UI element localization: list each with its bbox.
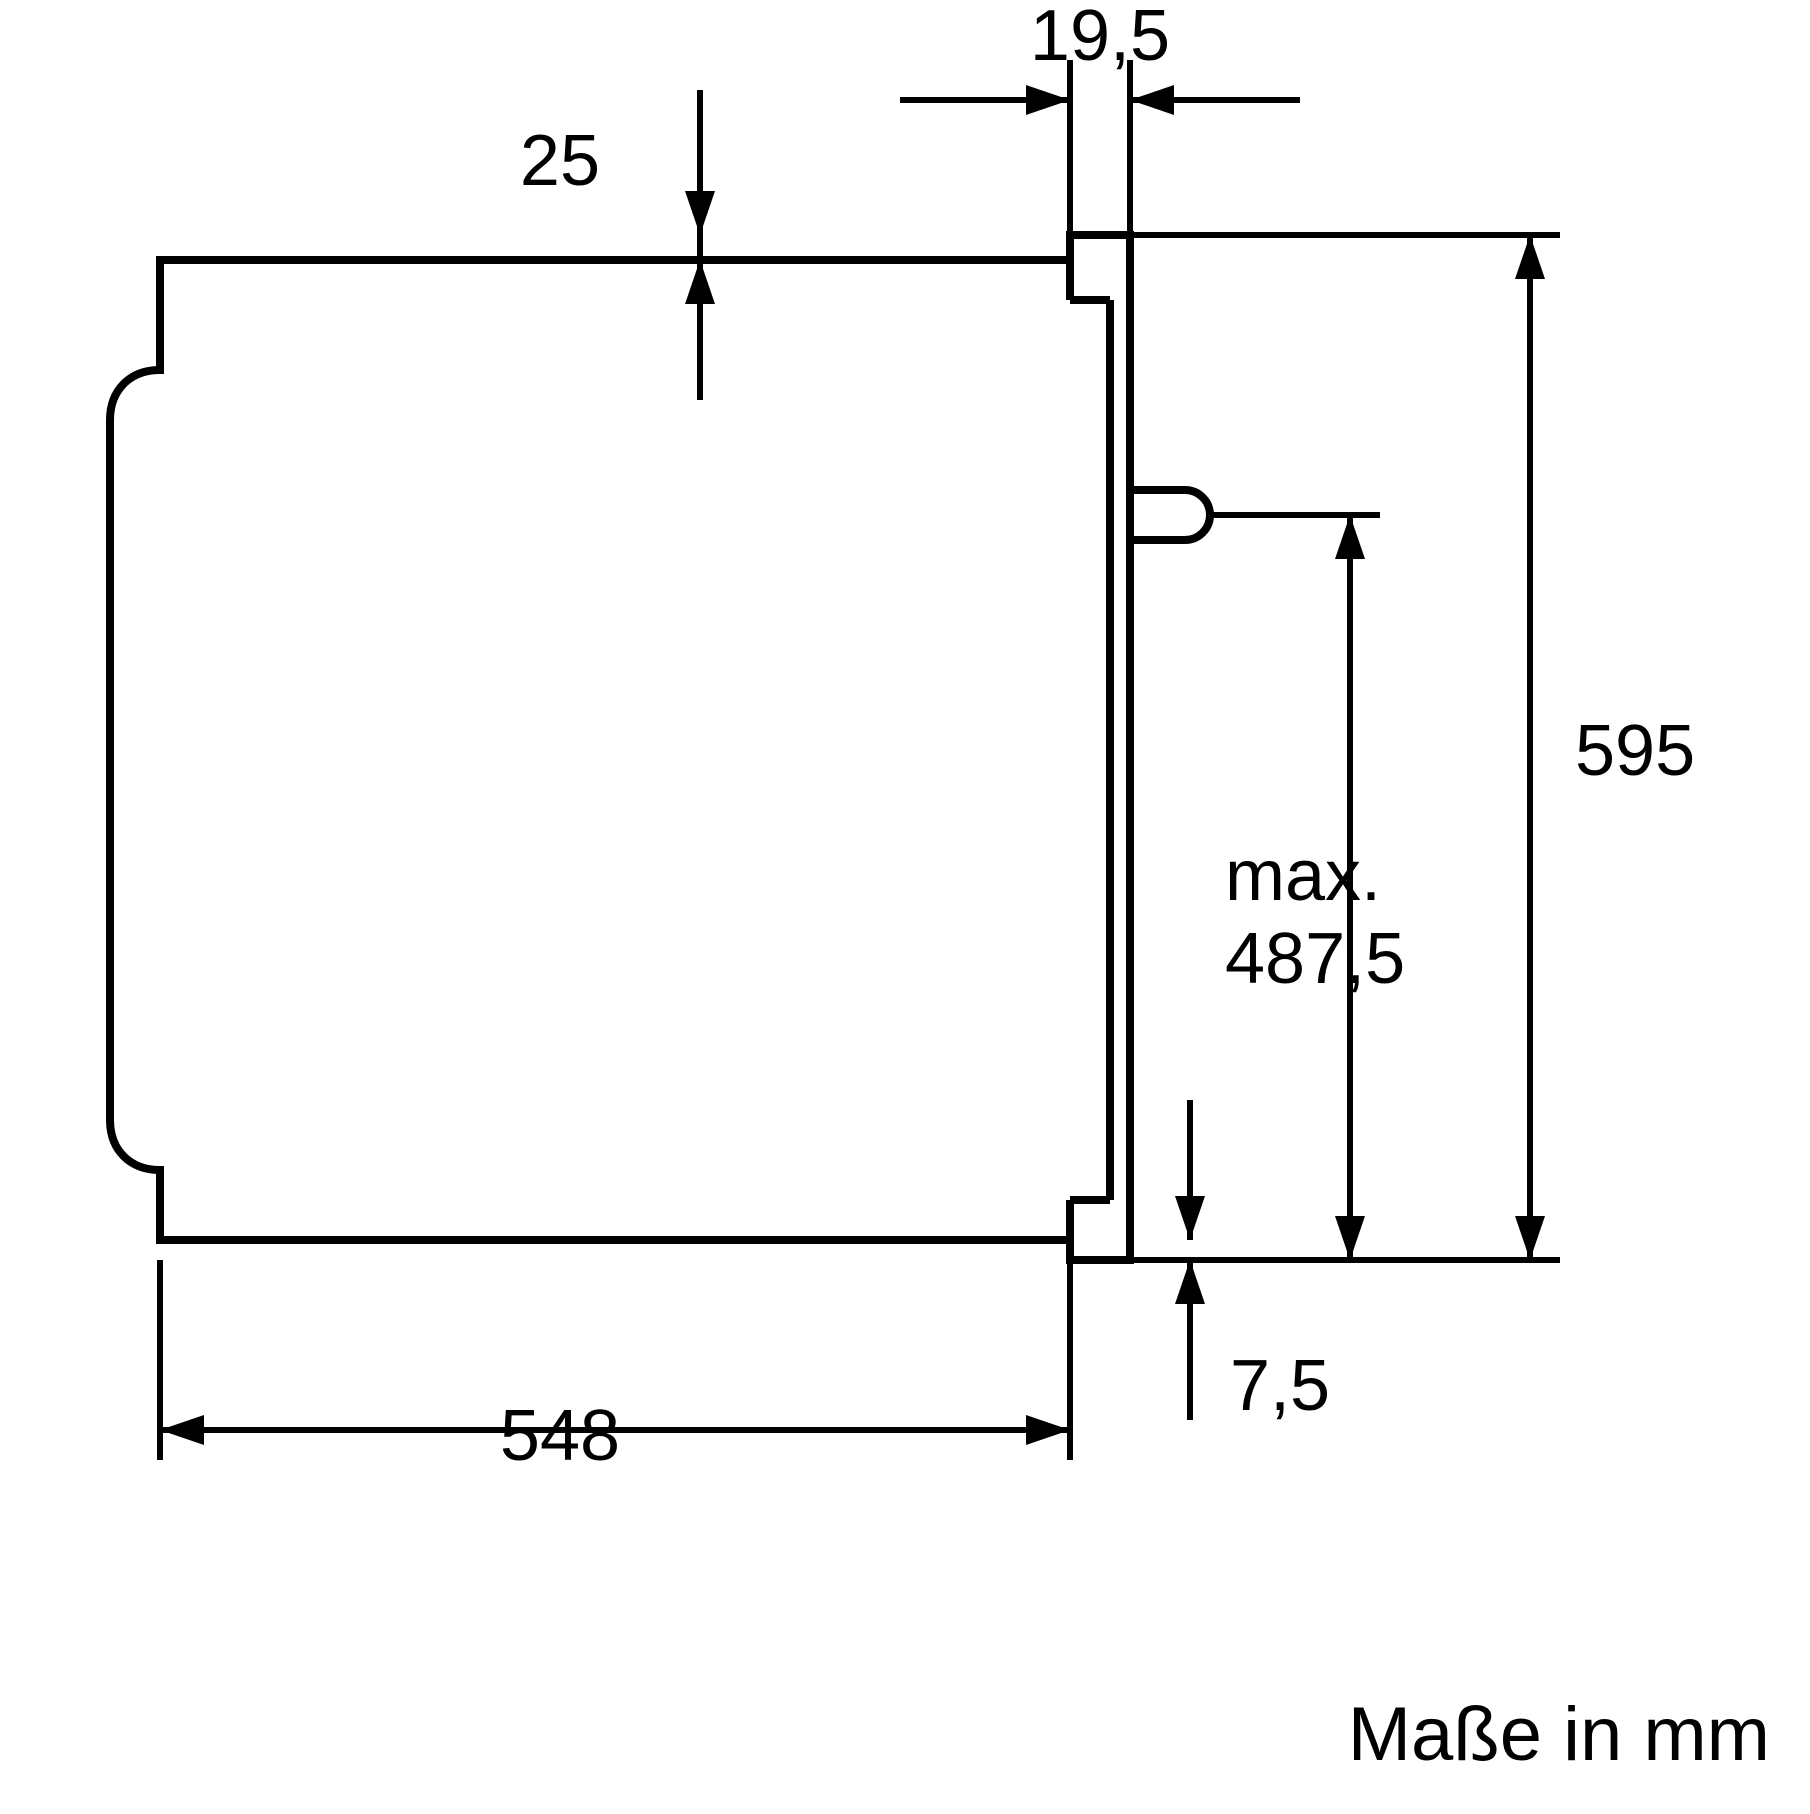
arrowhead-up <box>1335 515 1365 559</box>
arrowhead-right <box>1026 85 1070 115</box>
arrowhead-down <box>685 191 715 235</box>
arrowhead-right <box>1026 1415 1070 1445</box>
arrowhead-left <box>1130 85 1174 115</box>
arrowhead-up <box>1515 235 1545 279</box>
dim-595: 595 <box>1575 711 1695 791</box>
peg <box>1130 490 1210 540</box>
appliance-outline <box>110 235 1130 1260</box>
arrowhead-down <box>1515 1216 1545 1260</box>
dim-548: 548 <box>500 1396 620 1476</box>
dim-487: max.487,5 <box>1225 836 1405 999</box>
dim-7-5: 7,5 <box>1230 1346 1330 1426</box>
arrowhead-down <box>1175 1196 1205 1240</box>
dim-25: 25 <box>520 121 600 201</box>
dim-19-5: 19,5 <box>1030 0 1170 76</box>
technical-drawing: 548 595 max.487,5 19,5 25 7,5 Maße in mm <box>0 0 1810 1814</box>
units-caption: Maße in mm <box>1348 1692 1770 1777</box>
arrowhead-left <box>160 1415 204 1445</box>
arrowhead-up <box>685 260 715 304</box>
arrowhead-down <box>1335 1216 1365 1260</box>
arrowhead-up <box>1175 1260 1205 1304</box>
